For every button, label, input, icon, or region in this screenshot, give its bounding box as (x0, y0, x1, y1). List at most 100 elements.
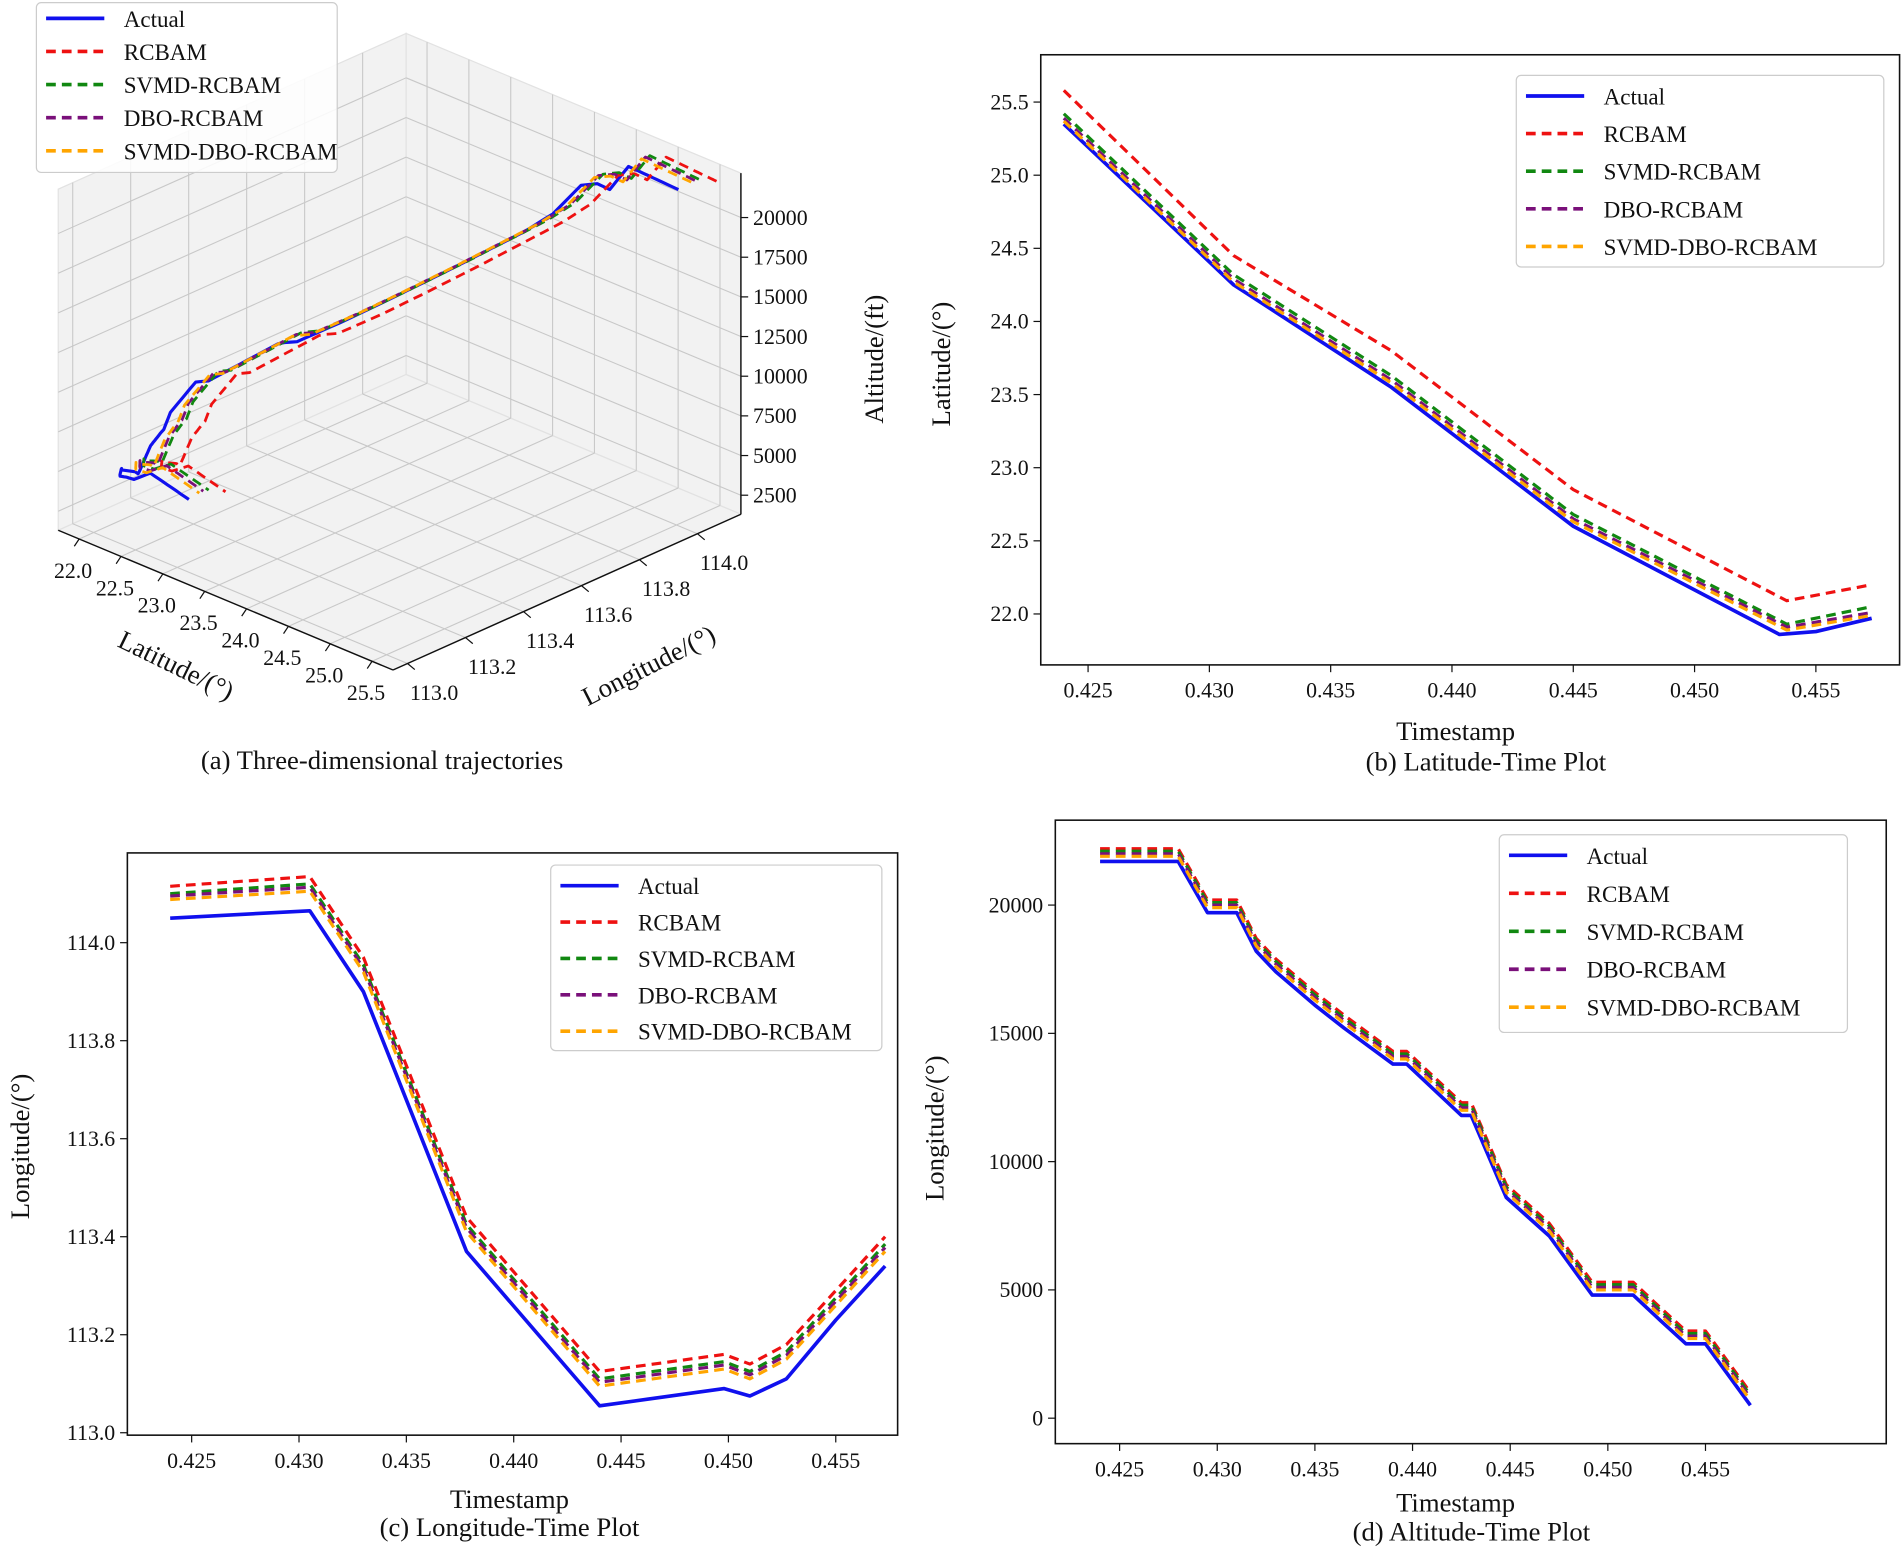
series-line-rcbam (170, 874, 887, 1374)
grid-line (58, 156, 407, 314)
series-line-dbo-rcbam (1062, 117, 1872, 629)
legend-item: SVMD-RCBAM (46, 72, 281, 98)
x-axis-label: Timestamp (1396, 1488, 1515, 1518)
longitude-axis-line (392, 513, 742, 671)
lat-tick-label: 22.0 (54, 559, 92, 583)
x-tick-label: 0.440 (1427, 679, 1476, 703)
series-line-svmd-dbo-rcbam (1100, 854, 1752, 1402)
lon-tick-mark (407, 663, 416, 671)
series-line-svmd-dbo-rcbam (1062, 119, 1872, 632)
lat-tick-mark (241, 608, 248, 617)
legend-item: Actual (560, 873, 699, 899)
legend-label: SVMD-RCBAM (1587, 919, 1744, 945)
trajectory-svmd-dbo-rcbam (134, 157, 692, 495)
y-tick-label: 23.0 (990, 456, 1028, 480)
alt-tick-label: 7500 (753, 404, 797, 428)
x-tick-label: 0.435 (1290, 1457, 1339, 1481)
x-tick-label: 0.440 (1388, 1457, 1437, 1481)
grid-line (58, 354, 407, 512)
legend-item: RCBAM (560, 910, 721, 936)
grid-line (58, 315, 407, 473)
panel-caption: (b) Latitude-Time Plot (1366, 746, 1607, 776)
series-line-actual (170, 908, 887, 1408)
series-line-svmd-rcbam (1062, 112, 1872, 626)
x-tick-label: 0.435 (1306, 679, 1355, 703)
grid-line (78, 382, 428, 540)
series-group (1062, 89, 1873, 637)
alt-tick-label: 15000 (753, 285, 808, 309)
series-line-svmd-rcbam (1100, 849, 1752, 1397)
grid-line (246, 445, 582, 587)
lon-tick-mark (639, 559, 648, 567)
legend-label: DBO-RCBAM (1604, 196, 1744, 222)
legend: Actual RCBAM SVMD-RCBAM DBO-RCBAM SVMD-DBO-R… (35, 1, 338, 174)
legend-label: Actual (638, 873, 699, 899)
y-tick-label: 24.0 (990, 310, 1028, 334)
x-tick-label: 0.440 (489, 1449, 538, 1473)
lon-tick-mark (697, 533, 706, 541)
legend-item: SVMD-DBO-RCBAM (1525, 234, 1818, 260)
panel-d-altitude-time: 0.425 0.430 0.435 0.440 0.445 0.450 0.455 0 5000… (920, 819, 1888, 1547)
x-tick-label: 0.435 (382, 1449, 431, 1473)
legend-item: DBO-RCBAM (1508, 957, 1726, 983)
lon-tick-label: 113.0 (410, 681, 458, 705)
x-tick-label: 0.445 (1486, 1457, 1535, 1481)
grid-line (188, 471, 524, 613)
legend: Actual RCBAM SVMD-RCBAM DBO-RCBAM SVMD-DBO-R… (1515, 74, 1885, 268)
legend-item: SVMD-RCBAM (560, 946, 795, 972)
alt-tick-label: 12500 (753, 325, 808, 349)
legend-label: SVMD-DBO-RCBAM (1604, 234, 1818, 260)
legend-item: Actual (1508, 843, 1648, 869)
y-tick-label: 113.8 (67, 1029, 115, 1053)
legend-item: SVMD-RCBAM (1508, 919, 1744, 945)
grid-line (120, 400, 470, 557)
legend-label: SVMD-RCBAM (638, 946, 795, 972)
grid-line (405, 235, 742, 377)
legend-item: RCBAM (46, 39, 207, 65)
legend-label: RCBAM (1604, 121, 1687, 147)
alt-tick-label: 17500 (753, 245, 808, 269)
grid-line (288, 470, 637, 627)
legend: Actual RCBAM SVMD-RCBAM DBO-RCBAM SVMD-DBO-R… (550, 864, 883, 1052)
lat-tick-mark (283, 625, 289, 634)
lat-tick-label: 25.5 (347, 681, 385, 705)
lat-tick-label: 24.5 (263, 646, 301, 670)
legend-label: RCBAM (1587, 881, 1670, 907)
trajectory-svmd-rcbam (142, 154, 700, 492)
lat-tick-mark (73, 538, 80, 547)
axes-frame (126, 852, 899, 1436)
x-tick-label: 0.445 (1549, 679, 1598, 703)
legend-label: RCBAM (638, 910, 721, 936)
grid-line (162, 417, 511, 575)
legend-frame (1498, 834, 1849, 1034)
y-tick-label: 20000 (989, 893, 1044, 917)
grid-line (405, 196, 742, 338)
lat-tick-mark (324, 643, 331, 652)
series-line-dbo-rcbam (170, 885, 887, 1384)
x-tick-label: 0.430 (274, 1449, 323, 1473)
legend-label: SVMD-DBO-RCBAM (638, 1019, 852, 1045)
lon-tick-label: 113.2 (468, 655, 516, 679)
grid-line (405, 116, 742, 258)
x-tick-label: 0.430 (1193, 1457, 1242, 1481)
x-axis-label: Timestamp (450, 1484, 569, 1514)
lon-tick-label: 113.6 (584, 603, 632, 627)
lat-tick-mark (115, 556, 122, 565)
legend-label: Actual (1587, 843, 1648, 869)
x-tick-label: 0.450 (1583, 1457, 1632, 1481)
x-tick-label: 0.455 (1791, 679, 1840, 703)
lon-tick-mark (465, 637, 474, 645)
y-axis-label: Longitude/(°) (5, 1074, 35, 1219)
y-tick-label: 0 (1032, 1406, 1043, 1430)
panel-c-longitude-time: 0.425 0.430 0.435 0.440 0.445 0.450 0.455 113.0… (5, 852, 899, 1542)
legend: Actual RCBAM SVMD-RCBAM DBO-RCBAM SVMD-DBO-R… (1498, 834, 1849, 1034)
legend-frame (550, 864, 883, 1052)
grid-line (204, 435, 553, 592)
grid-line (72, 523, 408, 665)
grid-line (330, 487, 679, 645)
legend-label: DBO-RCBAM (124, 105, 263, 131)
legend-frame (1515, 74, 1885, 268)
altitude-axis-label: Altitude/(ft) (859, 295, 889, 424)
legend-item: SVMD-DBO-RCBAM (560, 1019, 852, 1045)
